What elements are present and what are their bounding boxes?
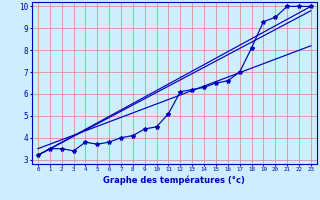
X-axis label: Graphe des températures (°c): Graphe des températures (°c) (103, 175, 245, 185)
